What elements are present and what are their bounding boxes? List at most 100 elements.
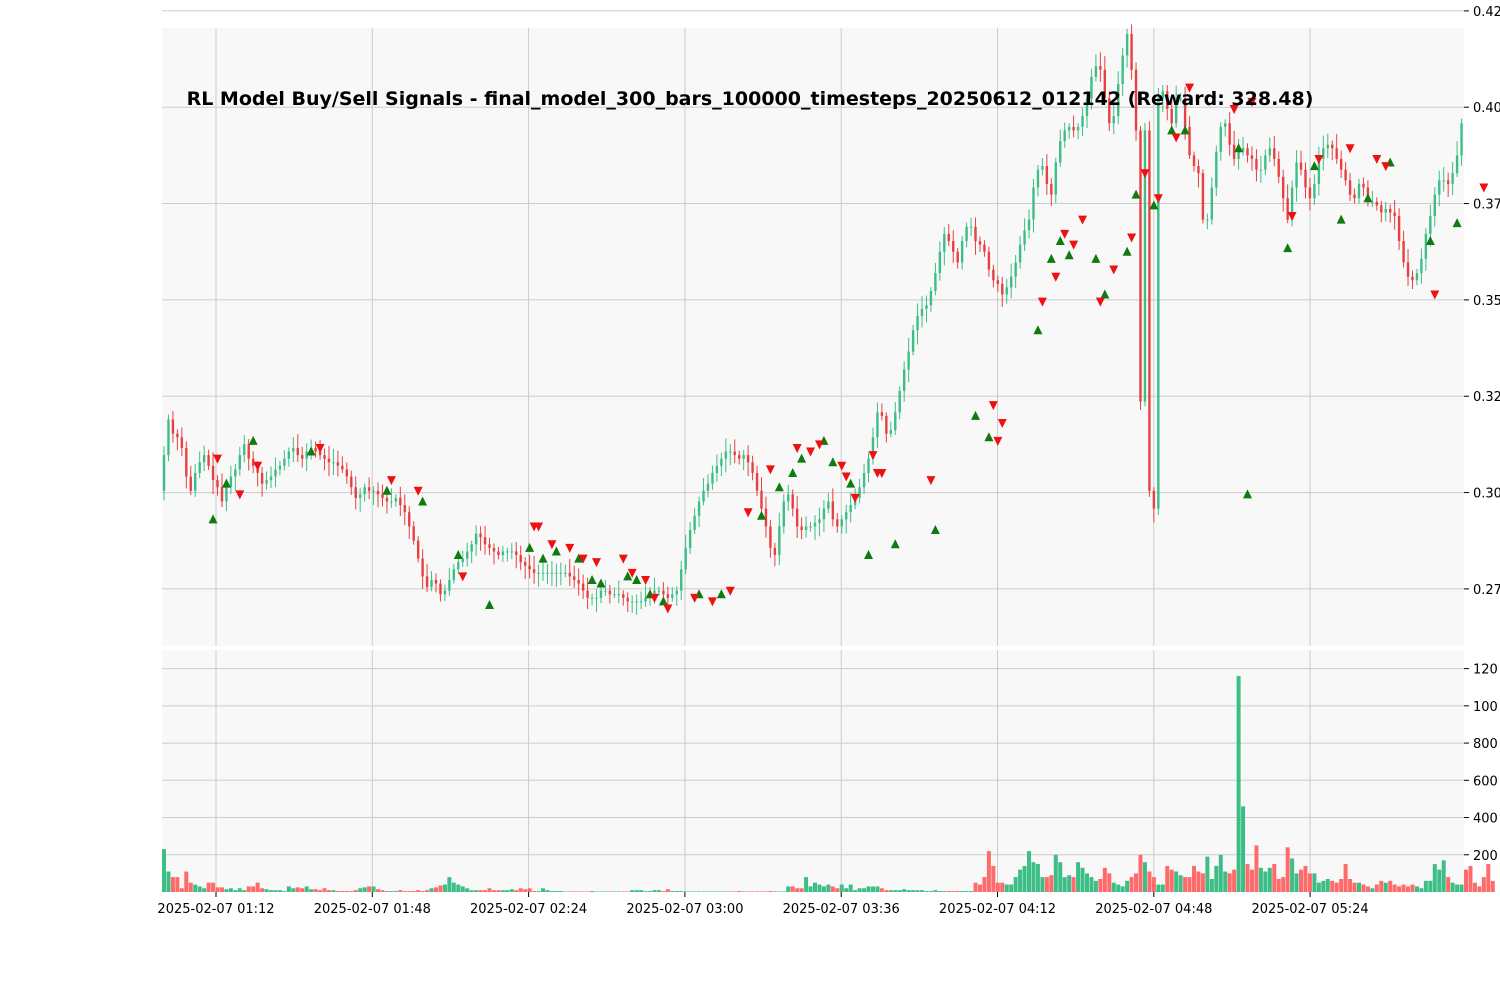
volume-bar (799, 888, 804, 892)
x-tick-label: 2025-02-07 01:48 (314, 902, 431, 917)
volume-tick-label: 400 (1473, 812, 1498, 827)
volume-bar (625, 891, 630, 892)
candle-body (1023, 230, 1026, 245)
candle-body (1313, 183, 1316, 199)
volume-bar (1035, 864, 1040, 892)
candle-body (497, 551, 500, 556)
volume-bar (1455, 884, 1460, 892)
candle-body (421, 558, 424, 577)
candle-body (176, 433, 179, 438)
volume-bar (1294, 873, 1299, 892)
volume-bar (1111, 882, 1116, 892)
candle-body (1125, 34, 1129, 56)
volume-bar (162, 849, 166, 892)
candle-body (568, 572, 571, 577)
volume-bar (237, 888, 242, 892)
sell-signal-marker (235, 490, 245, 500)
volume-bar (487, 888, 492, 892)
candle-body (653, 590, 656, 595)
volume-bar (1223, 871, 1228, 892)
volume-panel (162, 650, 1464, 892)
volume-bar (447, 877, 452, 892)
candle-body (737, 455, 741, 459)
volume-bar (456, 884, 461, 892)
volume-bar (817, 884, 822, 892)
buy-signal-marker (1064, 250, 1074, 260)
volume-bar (429, 888, 434, 892)
volume-bar (1339, 878, 1344, 892)
candle-body (1353, 194, 1356, 199)
sell-signal-marker (1185, 83, 1195, 93)
volume-bar (554, 891, 559, 892)
volume-bar (1401, 884, 1406, 892)
buy-signal-marker (1180, 125, 1190, 135)
volume-tick-label: 120 (1473, 663, 1498, 678)
sell-signal-marker (663, 604, 673, 614)
volume-bar (1303, 865, 1308, 892)
buy-signal-marker (756, 510, 766, 520)
buy-signal-marker (551, 546, 561, 556)
volume-bar (1200, 873, 1205, 892)
price-tick-label: 0.35 (1473, 294, 1500, 309)
buy-signal-marker (623, 571, 633, 581)
candle-body (1224, 123, 1227, 127)
candle-body (657, 590, 661, 592)
volume-bar (1187, 877, 1192, 892)
candle-body (680, 569, 683, 591)
volume-bar (1472, 882, 1477, 892)
volume-bar (1040, 877, 1045, 892)
sell-signal-marker (1314, 154, 1324, 164)
buy-signal-marker (846, 478, 856, 488)
volume-bar (893, 890, 898, 892)
candle-body (394, 497, 398, 502)
volume-bar (875, 886, 880, 892)
buy-signal-marker (1309, 161, 1319, 171)
volume-bar (1089, 877, 1094, 892)
volume-bar (1276, 878, 1281, 892)
buy-signal-marker (658, 596, 668, 606)
candle-body (350, 476, 353, 488)
buy-signal-marker (596, 578, 606, 588)
candle-body (697, 501, 701, 516)
candle-body (1424, 233, 1428, 259)
volume-bar (1205, 856, 1210, 892)
candle-body (644, 597, 647, 602)
candle-body (541, 572, 545, 574)
volume-bar (1058, 862, 1063, 892)
candle-body (1362, 183, 1365, 188)
sell-signal-marker (792, 443, 802, 453)
volume-bar (442, 884, 447, 892)
candle-body (1286, 198, 1289, 220)
candles (162, 24, 1463, 615)
volume-bar (1370, 888, 1375, 892)
candle-body (1090, 76, 1093, 99)
sell-signal-marker (1078, 215, 1088, 225)
candle-body (590, 597, 594, 599)
volume-bar (1267, 867, 1272, 892)
candle-body (381, 494, 384, 498)
volume-bar (991, 865, 996, 892)
x-tick-label: 2025-02-07 05:24 (1252, 902, 1369, 917)
candle-body (189, 476, 192, 491)
volume-bar (1486, 864, 1491, 892)
candle-body (336, 462, 340, 466)
volume-bar (1125, 880, 1130, 892)
candle-body (577, 579, 580, 584)
buy-signal-marker (1091, 253, 1101, 263)
candle-body (532, 569, 536, 573)
volume-bar (1084, 873, 1089, 892)
volume-bar (804, 877, 809, 892)
volume-bar (460, 886, 465, 892)
candle-body (1344, 169, 1347, 181)
candle-body (519, 555, 522, 563)
candle-body (1357, 183, 1361, 199)
volume-bar (1018, 869, 1023, 892)
candle-body (1371, 201, 1374, 203)
candle-body (510, 551, 513, 553)
volume-bar (1343, 864, 1348, 892)
candle-body (1411, 276, 1414, 281)
volume-bar (723, 891, 728, 892)
candle-body (439, 583, 442, 595)
sell-signal-marker (627, 568, 637, 578)
